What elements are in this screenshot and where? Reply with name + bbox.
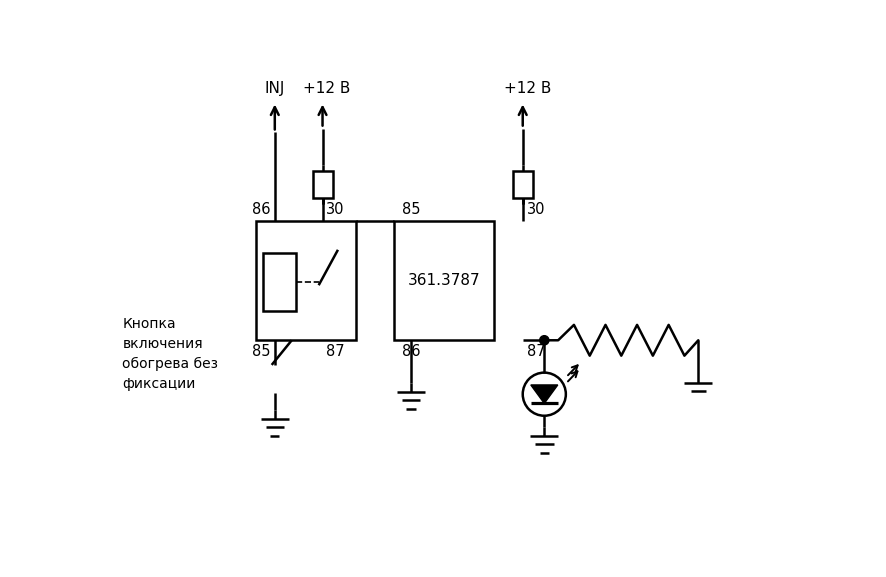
Text: 85: 85 xyxy=(253,344,270,359)
Bar xyxy=(312,171,332,198)
Text: INJ: INJ xyxy=(264,81,284,96)
Text: 361.3787: 361.3787 xyxy=(408,273,480,288)
Bar xyxy=(512,171,532,198)
Text: Кнопка
включения
обогрева без
фиксации: Кнопка включения обогрева без фиксации xyxy=(122,317,218,391)
Text: +12 В: +12 В xyxy=(503,81,550,96)
Text: 30: 30 xyxy=(326,202,345,217)
Text: +12 В: +12 В xyxy=(303,81,351,96)
Bar xyxy=(255,221,355,340)
Bar xyxy=(393,221,494,340)
Bar xyxy=(263,253,295,311)
Text: 86: 86 xyxy=(253,202,270,217)
Text: 85: 85 xyxy=(401,202,420,217)
Text: 30: 30 xyxy=(526,202,545,217)
Text: 87: 87 xyxy=(526,344,545,359)
Polygon shape xyxy=(530,385,557,403)
Circle shape xyxy=(539,336,548,345)
Text: 87: 87 xyxy=(326,344,345,359)
Text: 86: 86 xyxy=(401,344,420,359)
